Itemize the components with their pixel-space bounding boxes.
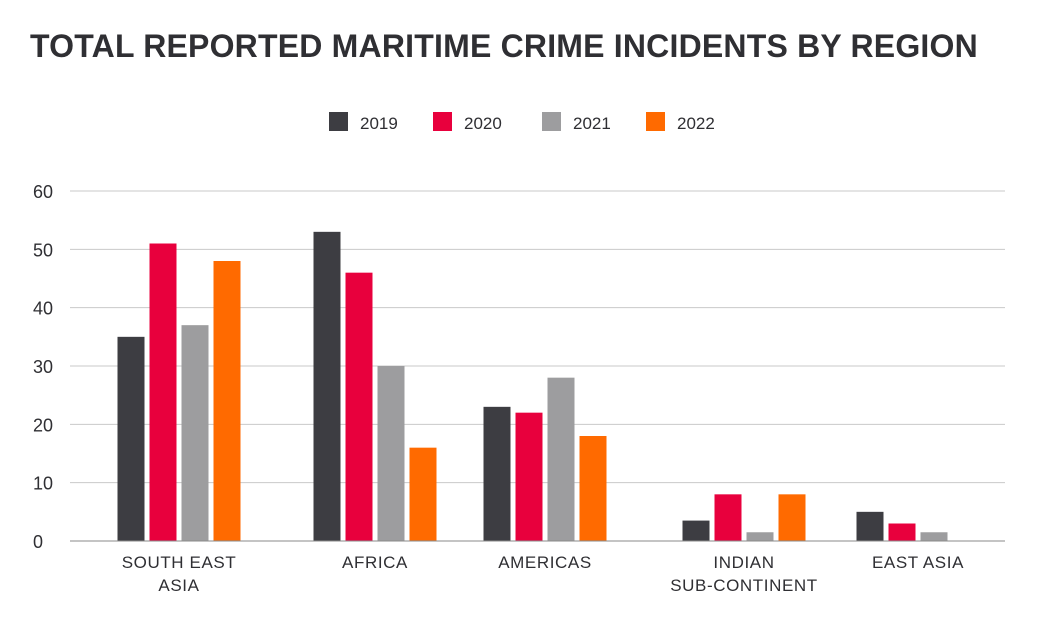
legend: 2019 2020 2021 2022 (329, 112, 715, 133)
bar-2020 (149, 243, 177, 541)
bar-2019 (483, 406, 511, 541)
axes: 0 10 20 30 40 50 60 SOUTH EAST ASIA AFRICA AMERICA… (33, 182, 1005, 595)
y-tick-label: 0 (33, 532, 43, 552)
x-tick-label: AMERICAS (498, 553, 592, 572)
legend-label: 2020 (464, 114, 502, 133)
y-tick-label: 30 (33, 357, 53, 377)
bar-2019 (856, 511, 884, 541)
bars (117, 231, 948, 542)
legend-item-2022: 2022 (646, 112, 715, 133)
bar-2019 (117, 336, 145, 541)
bar-2021 (547, 377, 575, 541)
legend-label: 2019 (360, 114, 398, 133)
bar-2020 (345, 272, 373, 541)
bar-2021 (746, 532, 774, 541)
x-tick-label: AFRICA (342, 553, 408, 572)
bar-2021 (377, 366, 405, 541)
legend-swatch (329, 112, 348, 131)
x-tick-label: INDIAN SUB-CONTINENT (670, 553, 818, 595)
y-tick-label: 40 (33, 299, 53, 319)
bar-2022 (778, 494, 806, 541)
legend-label: 2021 (573, 114, 611, 133)
bar-2022 (213, 261, 241, 541)
legend-item-2021: 2021 (542, 112, 611, 133)
bar-2019 (682, 520, 710, 541)
legend-swatch (542, 112, 561, 131)
legend-swatch (646, 112, 665, 131)
legend-item-2020: 2020 (433, 112, 502, 133)
y-tick-label: 60 (33, 182, 53, 202)
bar-2019 (313, 231, 341, 542)
y-tick-label: 10 (33, 474, 53, 494)
bar-2020 (714, 494, 742, 541)
legend-label: 2022 (677, 114, 715, 133)
bar-2022 (409, 447, 437, 541)
bar-2020 (888, 523, 916, 541)
bar-2021 (181, 325, 209, 541)
chart-title: TOTAL REPORTED MARITIME CRIME INCIDENTS … (30, 28, 978, 64)
legend-item-2019: 2019 (329, 112, 398, 133)
bar-2021 (920, 532, 948, 541)
x-tick-label: EAST ASIA (872, 553, 964, 572)
y-tick-label: 20 (33, 415, 53, 435)
bar-2022 (579, 436, 607, 541)
y-tick-label: 50 (33, 240, 53, 260)
x-tick-label: SOUTH EAST ASIA (122, 553, 237, 595)
legend-swatch (433, 112, 452, 131)
bar-2020 (515, 412, 543, 541)
